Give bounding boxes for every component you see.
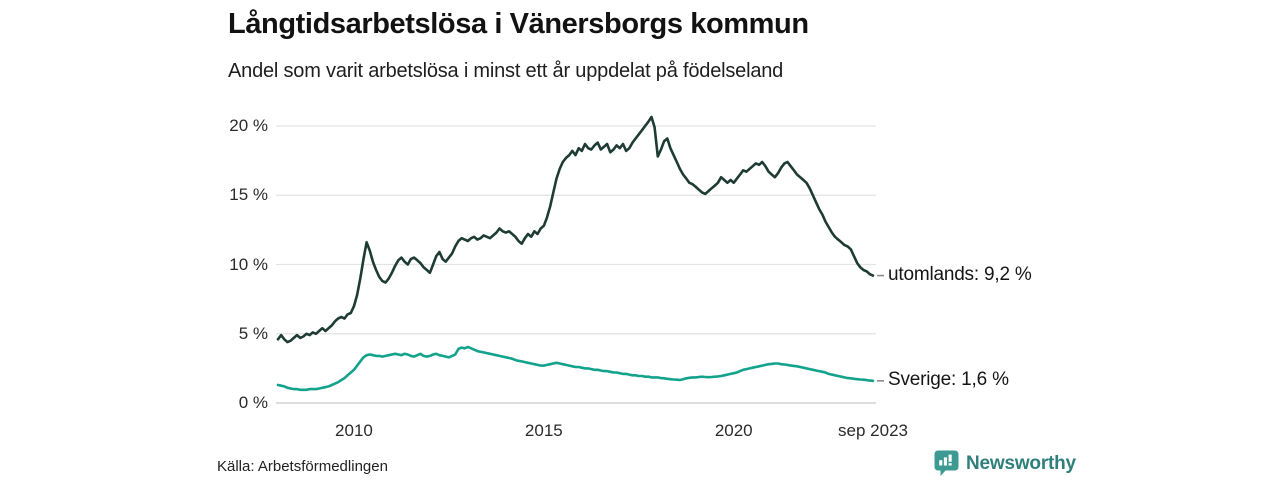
series-label-utomlands: utomlands: 9,2 % <box>888 263 1032 285</box>
x-axis-label: sep 2023 <box>838 421 908 440</box>
y-axis-label: 0 % <box>238 393 268 412</box>
series-line-utomlands <box>276 115 875 344</box>
x-axis-label: 2010 <box>335 421 373 440</box>
page-title: Långtidsarbetslösa i Vänersborgs kommun <box>228 8 809 40</box>
newsworthy-icon <box>934 450 959 476</box>
y-axis-label: 10 % <box>229 254 268 274</box>
x-axis-label: 2015 <box>524 421 563 440</box>
series-label-sverige: Sverige: 1,6 % <box>888 368 1009 390</box>
y-axis-label: 20 % <box>229 116 268 135</box>
chart-subtitle: Andel som varit arbetslösa i minst ett å… <box>228 60 784 82</box>
source-note: Källa: Arbetsförmedlingen <box>217 458 388 475</box>
brand-logo: Newsworthy <box>934 450 1076 477</box>
brand-name: Newsworthy <box>966 452 1076 474</box>
y-axis-label: 15 % <box>229 185 268 205</box>
y-axis-label: 5 % <box>238 323 268 343</box>
x-axis-label: 2020 <box>714 421 753 440</box>
series-line-sverige <box>276 345 875 392</box>
